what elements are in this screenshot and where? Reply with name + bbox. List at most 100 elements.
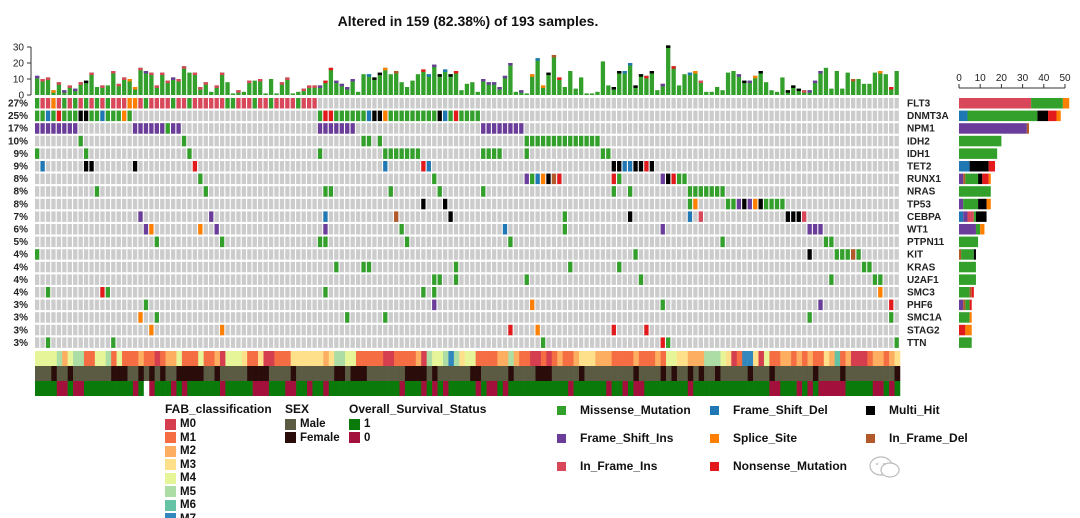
side-bar-segment-splice-site [1056,110,1061,122]
matrix-cell-empty [475,337,480,348]
matrix-cell-empty [62,299,67,311]
matrix-cell-empty [247,161,252,172]
matrix-cell-empty [600,98,606,109]
matrix-cell-empty [78,236,83,248]
matrix-cell-empty [459,224,464,235]
annotation-cell-survival [802,381,808,396]
matrix-cell-empty [573,236,578,248]
matrix-cell-empty [105,312,111,323]
matrix-cell-empty [649,123,655,134]
matrix-cell-empty [372,337,377,348]
legend-swatch [866,405,875,415]
legend-label: In_Frame_Ins [580,459,658,473]
mutation-cell-in-frame-ins [241,98,247,109]
mutation-cell-missense-mutation [606,148,611,159]
matrix-cell-empty [856,261,861,273]
top-bar [763,82,769,95]
matrix-cell-empty [546,224,551,235]
matrix-cell-empty [328,274,334,285]
matrix-cell-empty [192,173,198,185]
top-bar [796,88,801,95]
annotation-cell-sex [355,366,362,381]
matrix-cell-empty [464,98,470,109]
matrix-cell-empty [236,211,241,222]
matrix-cell-empty [715,224,720,235]
matrix-cell-empty [584,236,589,248]
annotation-cell-survival [524,381,531,396]
matrix-cell-empty [448,98,453,109]
annotation-cell-fab [345,351,351,366]
matrix-cell-empty [638,261,644,273]
top-bar [154,85,159,95]
matrix-cell-empty [834,161,839,172]
matrix-cell-empty [67,173,72,185]
matrix-cell-empty [453,312,459,323]
matrix-cell-empty [317,135,323,147]
mutation-cell-frame-shift-del [366,110,372,122]
matrix-cell-empty [878,312,883,323]
matrix-cell-empty [736,211,742,222]
matrix-cell-empty [524,211,529,222]
matrix-cell-empty [720,98,725,109]
mutation-cell-multi-hit [448,211,453,222]
matrix-cell-empty [851,186,856,197]
annotation-cell-fab [225,351,232,366]
matrix-cell-empty [589,98,595,109]
top-bar [693,71,698,95]
matrix-cell-empty [725,324,731,336]
matrix-cell-empty [415,135,421,147]
matrix-cell-empty [437,324,442,336]
matrix-cell-empty [252,161,257,172]
matrix-cell-empty [192,110,198,122]
matrix-cell-empty [230,161,236,172]
matrix-cell-empty [426,148,431,159]
matrix-cell-empty [829,261,834,273]
annotation-cell-survival [633,381,640,396]
matrix-cell-empty [524,249,529,260]
matrix-cell-empty [214,249,219,260]
annotation-cell-fab [606,351,612,366]
annotation-cell-sex [524,366,531,381]
mutation-cell-missense-mutation [355,110,361,122]
matrix-cell-empty [83,123,89,134]
matrix-cell-empty [181,224,187,235]
matrix-cell-empty [508,198,513,210]
mutation-cell-missense-mutation [432,110,437,122]
matrix-cell-empty [116,274,121,285]
matrix-cell-empty [731,224,736,235]
annotation-cell-sex [715,366,721,381]
mutation-cell-missense-mutation [845,249,850,260]
matrix-cell-empty [388,224,393,235]
annotation-cell-survival [301,381,308,396]
annotation-cell-sex [807,366,814,381]
matrix-cell-empty [589,211,595,222]
matrix-cell-empty [753,211,758,222]
matrix-cell-empty [225,337,230,348]
annotation-cell-survival [742,381,748,396]
matrix-cell-empty [655,337,660,348]
matrix-cell-empty [192,135,198,147]
matrix-cell-empty [453,299,459,311]
matrix-cell-empty [268,198,274,210]
matrix-cell-empty [682,324,687,336]
matrix-cell-empty [258,261,263,273]
matrix-cell-empty [94,224,100,235]
matrix-cell-empty [627,274,633,285]
matrix-cell-empty [742,324,747,336]
matrix-cell-empty [247,148,252,159]
matrix-cell-empty [774,161,780,172]
matrix-cell-empty [404,337,410,348]
mutation-cell-in-frame-ins [274,98,279,109]
matrix-cell-empty [78,148,83,159]
annotation-cell-fab [127,351,134,366]
matrix-cell-empty [252,299,257,311]
matrix-cell-empty [736,161,742,172]
matrix-cell-empty [671,198,676,210]
annotation-cell-sex [268,366,275,381]
matrix-cell-empty [606,287,611,298]
matrix-cell-empty [274,186,279,197]
matrix-cell-empty [807,186,812,197]
matrix-cell-empty [600,198,606,210]
matrix-cell-empty [633,110,638,122]
annotation-cell-fab [845,351,852,366]
